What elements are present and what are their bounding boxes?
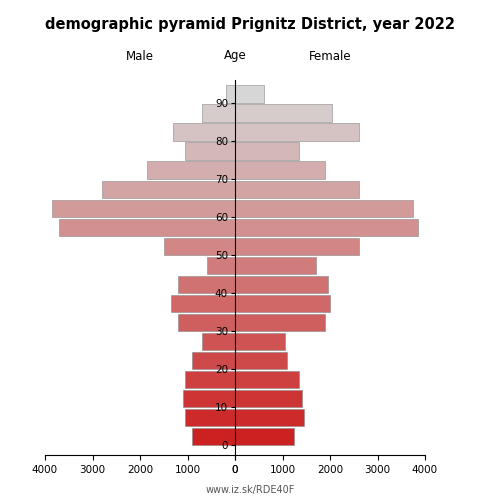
Bar [235, 428, 294, 446]
Bar [174, 124, 235, 141]
Bar [235, 104, 332, 122]
Text: Male: Male [126, 50, 154, 62]
Bar [183, 390, 235, 407]
Text: Age: Age [224, 50, 246, 62]
Bar [235, 124, 358, 141]
Bar [235, 276, 328, 293]
Bar [226, 86, 235, 103]
Bar [235, 218, 418, 236]
Bar [164, 238, 235, 255]
Text: Female: Female [308, 50, 352, 62]
Bar [235, 86, 264, 103]
Bar [235, 238, 358, 255]
Bar [178, 314, 235, 332]
Text: www.iz.sk/RDE40F: www.iz.sk/RDE40F [206, 485, 294, 495]
Bar [171, 294, 235, 312]
Bar [202, 333, 235, 350]
Bar [235, 371, 299, 388]
Bar [235, 314, 325, 332]
Bar [192, 352, 235, 370]
Bar [235, 294, 330, 312]
Bar [235, 333, 285, 350]
Bar [235, 162, 325, 179]
Bar [192, 428, 235, 446]
Bar [235, 390, 302, 407]
Bar [235, 409, 304, 426]
Bar [235, 200, 413, 217]
Bar [60, 218, 235, 236]
Bar [235, 256, 316, 274]
Text: demographic pyramid Prignitz District, year 2022: demographic pyramid Prignitz District, y… [45, 18, 455, 32]
Bar [178, 276, 235, 293]
Bar [235, 180, 358, 198]
Bar [185, 371, 235, 388]
Bar [185, 142, 235, 160]
Bar [202, 104, 235, 122]
Bar [147, 162, 235, 179]
Bar [185, 409, 235, 426]
Bar [206, 256, 235, 274]
Bar [102, 180, 235, 198]
Bar [235, 142, 299, 160]
Bar [235, 352, 287, 370]
Bar [52, 200, 235, 217]
